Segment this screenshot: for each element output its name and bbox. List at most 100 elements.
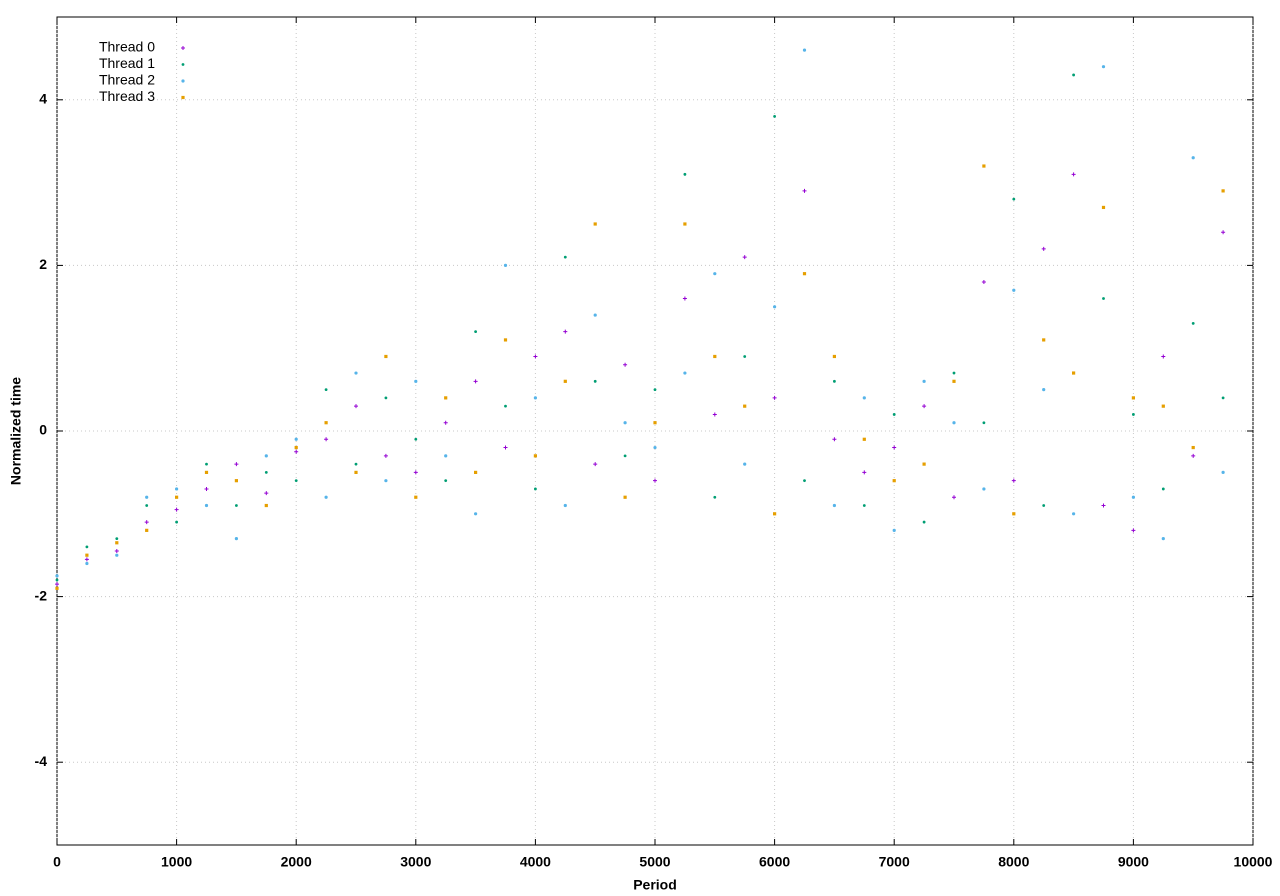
point: [175, 487, 179, 491]
point: [832, 354, 836, 359]
point: [1071, 172, 1076, 177]
x-tick-label: 10000: [1234, 854, 1273, 870]
point: [533, 454, 537, 458]
point: [563, 329, 568, 334]
point: [294, 449, 299, 454]
point: [414, 495, 418, 499]
point: [892, 445, 897, 450]
point: [623, 421, 627, 425]
point: [534, 487, 537, 491]
point: [115, 541, 119, 545]
point: [1072, 371, 1076, 375]
point: [743, 462, 747, 466]
x-tick-label: 0: [53, 854, 61, 870]
point: [1101, 205, 1106, 210]
point: [354, 404, 358, 409]
point: [743, 355, 747, 358]
point: [294, 479, 298, 483]
point: [653, 445, 657, 450]
point: [862, 396, 866, 400]
point: [653, 388, 657, 391]
point: [1221, 230, 1226, 235]
point: [384, 396, 388, 400]
y-tick-label: 0: [39, 422, 47, 438]
x-tick-label: 2000: [281, 854, 312, 870]
point: [1101, 503, 1106, 508]
point: [832, 437, 837, 442]
point: [384, 479, 388, 483]
y-tick-label: 2: [39, 256, 47, 272]
point: [802, 188, 807, 193]
point: [593, 222, 597, 226]
point: [443, 420, 448, 425]
point: [145, 504, 149, 507]
point: [862, 470, 867, 475]
point: [354, 470, 358, 474]
point: [85, 545, 89, 549]
point: [713, 495, 717, 499]
point: [444, 479, 448, 483]
legend-label: Thread 2: [99, 72, 155, 88]
point: [922, 404, 927, 409]
point: [354, 371, 358, 375]
point: [55, 586, 59, 590]
point: [1041, 246, 1046, 251]
point: [115, 537, 119, 541]
point: [324, 388, 328, 391]
point: [114, 549, 119, 554]
point: [982, 164, 986, 168]
point: [1191, 445, 1195, 450]
x-tick-label: 1000: [161, 854, 192, 870]
point: [533, 354, 538, 359]
point: [115, 553, 119, 557]
point: [952, 379, 956, 383]
point: [1131, 396, 1135, 400]
point: [1221, 189, 1225, 193]
point: [1011, 478, 1016, 483]
x-tick-label: 6000: [759, 854, 790, 870]
point: [1101, 65, 1106, 69]
point: [1072, 73, 1075, 77]
point: [982, 487, 986, 491]
point: [623, 495, 627, 499]
point: [1012, 288, 1016, 292]
point: [324, 421, 328, 425]
point: [414, 437, 418, 441]
point: [773, 305, 777, 309]
point: [204, 503, 209, 508]
point: [175, 495, 179, 499]
point: [683, 222, 687, 226]
point: [892, 479, 896, 483]
legend-marker: [181, 79, 185, 83]
legend-marker: [181, 95, 185, 100]
point: [145, 495, 149, 499]
point: [862, 504, 866, 507]
x-tick-label: 9000: [1118, 854, 1149, 870]
point: [593, 313, 597, 317]
point: [1161, 537, 1165, 541]
y-tick-label: 4: [39, 91, 47, 107]
x-tick-label: 5000: [639, 854, 670, 870]
point: [474, 512, 478, 516]
point: [982, 421, 986, 425]
legend-marker: [181, 46, 185, 50]
y-tick-label: -4: [35, 753, 48, 769]
point: [952, 421, 956, 425]
point: [773, 114, 776, 118]
point: [55, 582, 59, 587]
point: [683, 172, 687, 176]
y-tick-label: -2: [35, 587, 48, 603]
point: [85, 561, 89, 566]
point: [892, 528, 896, 532]
point: [832, 503, 837, 508]
point: [144, 520, 149, 525]
point: [892, 413, 896, 416]
x-tick-label: 3000: [400, 854, 431, 870]
point: [503, 445, 508, 450]
point: [922, 462, 926, 466]
point: [1161, 354, 1166, 359]
point: [503, 263, 508, 267]
point: [742, 255, 747, 260]
point: [444, 396, 448, 400]
legend-label: Thread 0: [99, 39, 155, 55]
